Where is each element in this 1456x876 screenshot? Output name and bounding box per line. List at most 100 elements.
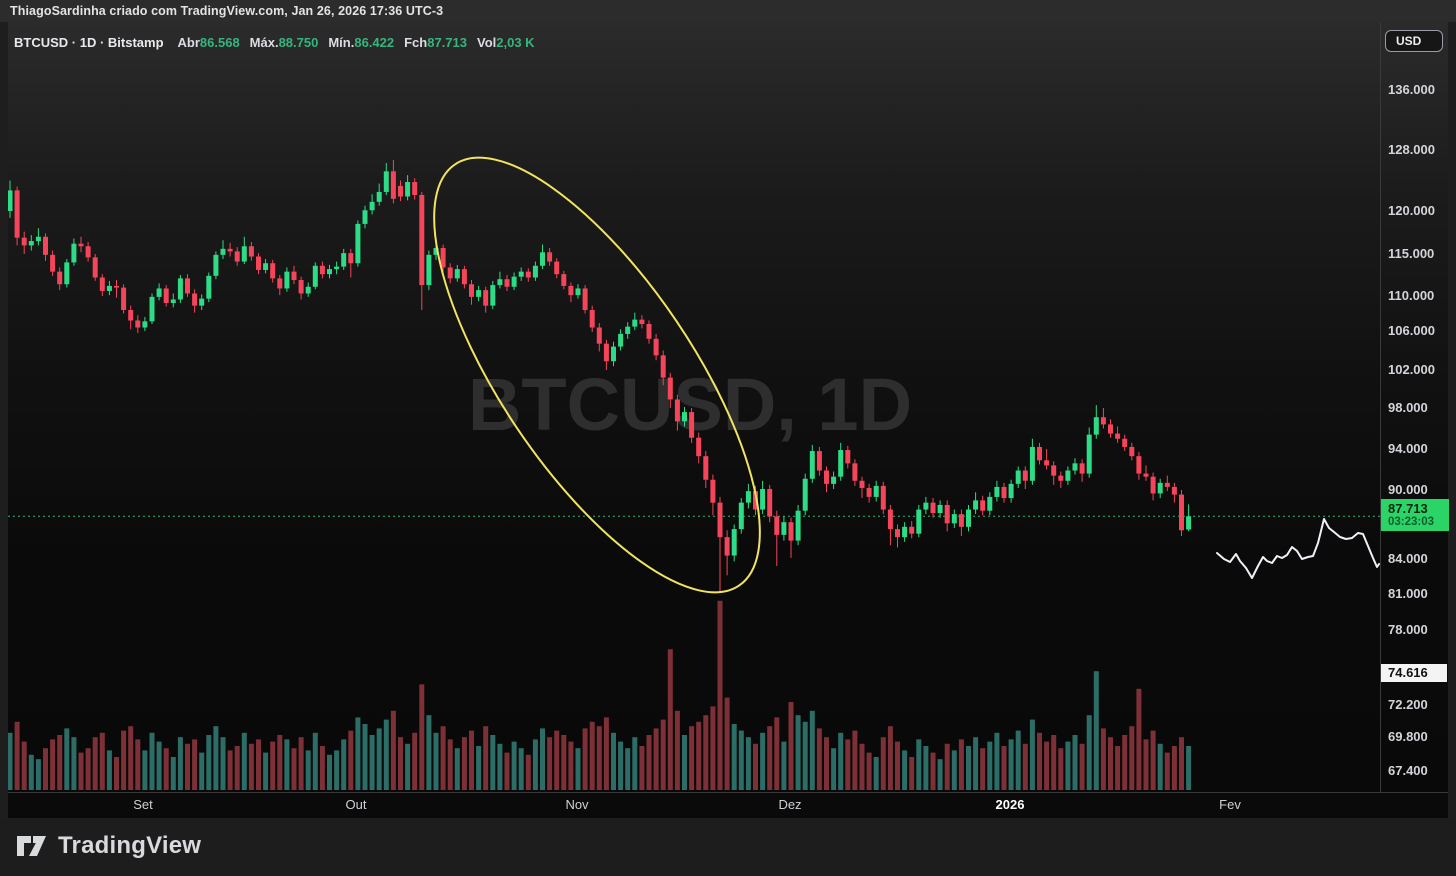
- time-tick-month: Set: [133, 797, 153, 812]
- volume-bar: [838, 732, 844, 790]
- volume-bar: [390, 710, 396, 790]
- candle-body: [106, 285, 112, 291]
- candle-body: [1044, 460, 1050, 466]
- volume-bar: [795, 715, 801, 790]
- candle-body: [1029, 446, 1035, 481]
- volume-bar: [980, 748, 986, 790]
- volume-bar: [525, 754, 531, 790]
- volume-bar: [767, 726, 773, 790]
- volume-bar: [1008, 739, 1014, 790]
- currency-toggle-button[interactable]: USD: [1385, 30, 1443, 52]
- candle-body: [859, 480, 865, 488]
- volume-bar: [78, 752, 84, 790]
- candle-body: [745, 491, 751, 503]
- volume-bar: [192, 739, 198, 790]
- candle-body: [824, 470, 829, 484]
- volume-bar: [710, 706, 716, 790]
- candle-body: [1143, 473, 1149, 477]
- candle-body: [916, 509, 922, 534]
- candle-body: [1179, 494, 1184, 531]
- volume-bar: [1086, 715, 1092, 790]
- volume-bar: [99, 732, 105, 790]
- chart-canvas[interactable]: BTCUSD, 1D BTCUSD · 1D · Bitstamp Abr86.…: [8, 22, 1380, 792]
- candle-body: [1072, 463, 1078, 471]
- symbol-legend[interactable]: BTCUSD · 1D · Bitstamp Abr86.568 Máx.88.…: [14, 32, 545, 52]
- candle-body: [518, 271, 524, 277]
- volume-bar: [639, 746, 645, 790]
- legend-close: Fch87.713: [404, 34, 467, 50]
- volume-bar: [490, 735, 496, 790]
- volume-bar: [8, 732, 13, 790]
- candle-body: [348, 253, 354, 264]
- volume-bar: [1122, 735, 1128, 790]
- volume-bar: [71, 737, 77, 790]
- candle-body: [312, 265, 318, 287]
- time-axis[interactable]: Set Out Nov Dez 2026 Fev: [8, 792, 1448, 818]
- tradingview-logo[interactable]: TradingView: [16, 832, 201, 860]
- candle-body: [1108, 424, 1113, 434]
- volume-bar: [674, 710, 680, 790]
- volume-bar: [632, 737, 638, 790]
- projection-line-drawing[interactable]: [1216, 518, 1380, 579]
- volume-bar: [14, 721, 20, 790]
- candle-body: [966, 509, 971, 527]
- volume-bar: [433, 732, 439, 790]
- drawing-price-label: 74.616: [1381, 664, 1447, 682]
- candle-body: [291, 271, 297, 281]
- candle-body: [532, 265, 538, 278]
- candle-body: [1093, 417, 1099, 435]
- volume-bar: [717, 600, 723, 790]
- legend-volume: Vol2,03 K: [477, 34, 535, 50]
- volume-bar: [994, 732, 1000, 790]
- volume-bar: [128, 726, 134, 790]
- volume-bar: [419, 684, 425, 790]
- candle-body: [731, 529, 737, 556]
- candle-body: [568, 285, 574, 296]
- volume-bar: [866, 752, 872, 790]
- candle-body: [603, 343, 609, 362]
- volume-bar: [1015, 730, 1021, 790]
- trend-ellipse-annotation[interactable]: [375, 111, 818, 640]
- volume-bar: [653, 728, 659, 790]
- candle-body: [1115, 433, 1121, 439]
- volume-bar: [85, 748, 91, 790]
- volume-bar: [312, 732, 318, 790]
- time-tick-year: 2026: [995, 797, 1025, 812]
- last-price-label: 87.713 03:23:03: [1381, 499, 1449, 531]
- candle-body: [838, 450, 844, 477]
- volume-bar: [206, 735, 212, 790]
- legend-symbol-title[interactable]: BTCUSD · 1D · Bitstamp: [14, 34, 164, 50]
- candle-body: [163, 288, 169, 303]
- volume-bar: [540, 728, 545, 790]
- volume-bar: [106, 750, 112, 790]
- candle-body: [433, 247, 439, 255]
- volume-bar: [341, 739, 347, 790]
- candle-body: [149, 296, 155, 322]
- price-tick-label: 102.000: [1388, 362, 1435, 377]
- time-tick-month: Dez: [778, 797, 802, 812]
- volume-bar: [987, 741, 993, 790]
- volume-bar: [1108, 737, 1113, 790]
- volume-bar: [781, 741, 787, 790]
- candle-body: [284, 271, 290, 289]
- volume-bar: [852, 730, 858, 790]
- candle-body: [653, 338, 659, 356]
- candle-body: [497, 279, 503, 286]
- volume-bar: [142, 750, 148, 790]
- volume-bar: [859, 743, 865, 790]
- price-tick-label: 98.000: [1388, 400, 1428, 415]
- candle-body: [887, 509, 893, 530]
- volume-bar: [163, 748, 169, 790]
- candle-body: [696, 437, 702, 457]
- price-axis[interactable]: USD 136.000 128.000 120.000 115.000 110.000 1…: [1380, 22, 1449, 818]
- candle-body: [930, 502, 936, 513]
- volume-bar: [554, 730, 560, 790]
- volume-bar: [682, 735, 687, 790]
- volume-bar: [1171, 746, 1177, 790]
- volume-bar: [234, 746, 240, 790]
- volume-bar: [497, 743, 503, 790]
- price-tick-label: 115.000: [1388, 246, 1435, 261]
- candle-body: [923, 502, 929, 510]
- price-tick-label: 81.000: [1388, 586, 1428, 601]
- candle-body: [540, 252, 545, 266]
